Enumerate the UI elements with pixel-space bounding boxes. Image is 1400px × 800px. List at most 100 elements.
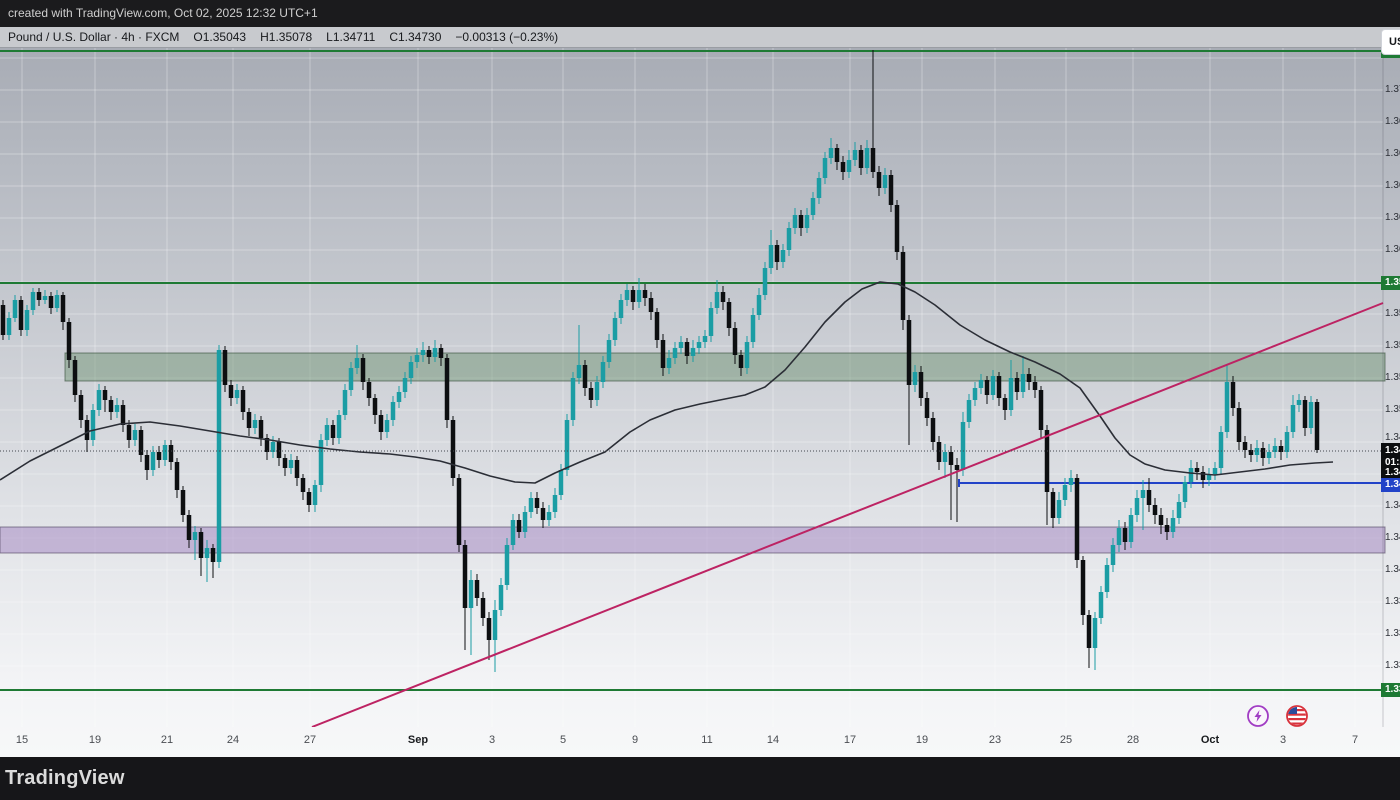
candle-body xyxy=(1170,518,1176,532)
moving-average-line[interactable] xyxy=(0,281,1334,484)
price-tick[interactable]: 1.33800 xyxy=(1385,596,1400,607)
price-label-box: 1.34660 xyxy=(1381,466,1400,480)
time-axis[interactable]: 15 19 21 24 27 Sep 3 5 9 11 14 17 19 23 25 28 Oct 3 7 xyxy=(0,727,1400,757)
candle-body xyxy=(612,318,618,340)
price-label-box: 1.33250 xyxy=(1381,683,1400,697)
candle-body xyxy=(948,452,954,465)
candle-body xyxy=(240,390,246,412)
candle-body xyxy=(702,336,708,342)
demand_zone-rectangle[interactable] xyxy=(0,526,1386,554)
supply_zone-rectangle[interactable] xyxy=(64,352,1386,382)
lightning-event-icon[interactable] xyxy=(1247,705,1269,727)
candle-body xyxy=(1074,478,1080,560)
price-label-box: 1.34540 xyxy=(1381,478,1400,492)
time-label[interactable]: 17 xyxy=(843,734,857,746)
time-label[interactable]: 15 xyxy=(15,734,29,746)
candle-body xyxy=(144,455,150,470)
price-tick[interactable]: 1.36400 xyxy=(1385,180,1400,191)
candle-body xyxy=(1044,430,1050,492)
currency-chip[interactable]: USD xyxy=(1381,29,1400,55)
price-tick[interactable]: 1.36000 xyxy=(1385,244,1400,255)
price-tick[interactable]: 1.34000 xyxy=(1385,564,1400,575)
price-tick[interactable]: 1.37000 xyxy=(1385,84,1400,95)
candle-body xyxy=(672,348,678,358)
candle-body xyxy=(1284,432,1290,452)
candle-body xyxy=(186,515,192,540)
time-label[interactable]: 5 xyxy=(559,734,567,746)
price-tick[interactable]: 1.35200 xyxy=(1385,372,1400,383)
price-tick[interactable]: 1.35000 xyxy=(1385,404,1400,415)
candle-body xyxy=(1314,402,1320,450)
time-label[interactable]: 21 xyxy=(160,734,174,746)
time-label[interactable]: 23 xyxy=(988,734,1002,746)
candle-body xyxy=(492,610,498,640)
chart-pane[interactable]: 15 19 21 24 27 Sep 3 5 9 11 14 17 19 23 25 28 Oct 3 7 1.37… xyxy=(0,48,1400,757)
candle-body xyxy=(222,350,228,385)
time-label[interactable]: Oct xyxy=(1200,734,1220,746)
time-label[interactable]: 14 xyxy=(766,734,780,746)
candle-body xyxy=(828,148,834,158)
time-label[interactable]: 11 xyxy=(701,734,713,746)
time-label[interactable]: 19 xyxy=(915,734,929,746)
candle-body xyxy=(1176,502,1182,518)
time-label[interactable]: 9 xyxy=(631,734,639,746)
price-tick[interactable]: 1.33600 xyxy=(1385,628,1400,639)
time-label[interactable]: 25 xyxy=(1059,734,1073,746)
time-label[interactable]: 27 xyxy=(303,734,317,746)
candle-body xyxy=(138,430,144,455)
candle-body xyxy=(408,362,414,378)
time-label[interactable]: 3 xyxy=(488,734,496,746)
candle-body xyxy=(1224,382,1230,432)
price-label-box: 1.35800 xyxy=(1381,276,1400,290)
time-label[interactable]: 28 xyxy=(1126,734,1140,746)
price-tick[interactable]: 1.34200 xyxy=(1385,532,1400,543)
candle-body xyxy=(840,162,846,172)
price-chart[interactable] xyxy=(0,48,1400,727)
price-tick[interactable]: 1.35600 xyxy=(1385,308,1400,319)
candle-body xyxy=(114,405,120,412)
candle-body xyxy=(978,380,984,388)
candle-body xyxy=(438,348,444,358)
candle-body xyxy=(420,350,426,355)
price-tick[interactable]: 1.34800 xyxy=(1385,432,1400,443)
candle-body xyxy=(1062,485,1068,500)
candle-body xyxy=(456,478,462,545)
price-change: −0.00313 (−0.23%) xyxy=(455,30,559,44)
candle-body xyxy=(18,300,24,330)
candle-body xyxy=(1038,390,1044,430)
time-label[interactable]: 19 xyxy=(88,734,102,746)
candle-body xyxy=(648,298,654,312)
candle-body xyxy=(594,382,600,400)
time-label[interactable]: 3 xyxy=(1279,734,1287,746)
time-label[interactable]: Sep xyxy=(407,734,429,746)
ascending-trendline[interactable] xyxy=(311,302,1384,727)
candle-body xyxy=(366,382,372,398)
us-flag-event-icon[interactable] xyxy=(1286,705,1308,727)
candle-body xyxy=(924,398,930,418)
candle-body xyxy=(402,378,408,392)
time-label[interactable]: 7 xyxy=(1351,734,1359,746)
candle-body xyxy=(534,498,540,508)
symbol-title[interactable]: Pound / U.S. Dollar · 4h · FXCM xyxy=(8,30,180,44)
time-label[interactable]: 24 xyxy=(226,734,240,746)
candle-body xyxy=(912,372,918,385)
tradingview-logo[interactable]: TradingView xyxy=(5,767,125,789)
price-tick[interactable]: 1.33400 xyxy=(1385,660,1400,671)
candle-body xyxy=(696,342,702,348)
candle-body xyxy=(852,150,858,160)
price-tick[interactable]: 1.36600 xyxy=(1385,148,1400,159)
candle-body xyxy=(252,420,258,428)
ohlc-open: O1.35043 xyxy=(193,30,247,44)
candle-body xyxy=(276,442,282,458)
price-tick[interactable]: 1.35400 xyxy=(1385,340,1400,351)
candle-body xyxy=(588,388,594,400)
candle-body xyxy=(654,312,660,340)
price-tick[interactable]: 1.36200 xyxy=(1385,212,1400,223)
candle-body xyxy=(822,158,828,178)
price-tick[interactable]: 1.34400 xyxy=(1385,500,1400,511)
candle-body xyxy=(870,148,876,172)
candle-body xyxy=(906,320,912,385)
candle-body xyxy=(210,548,216,562)
price-tick[interactable]: 1.36800 xyxy=(1385,116,1400,127)
